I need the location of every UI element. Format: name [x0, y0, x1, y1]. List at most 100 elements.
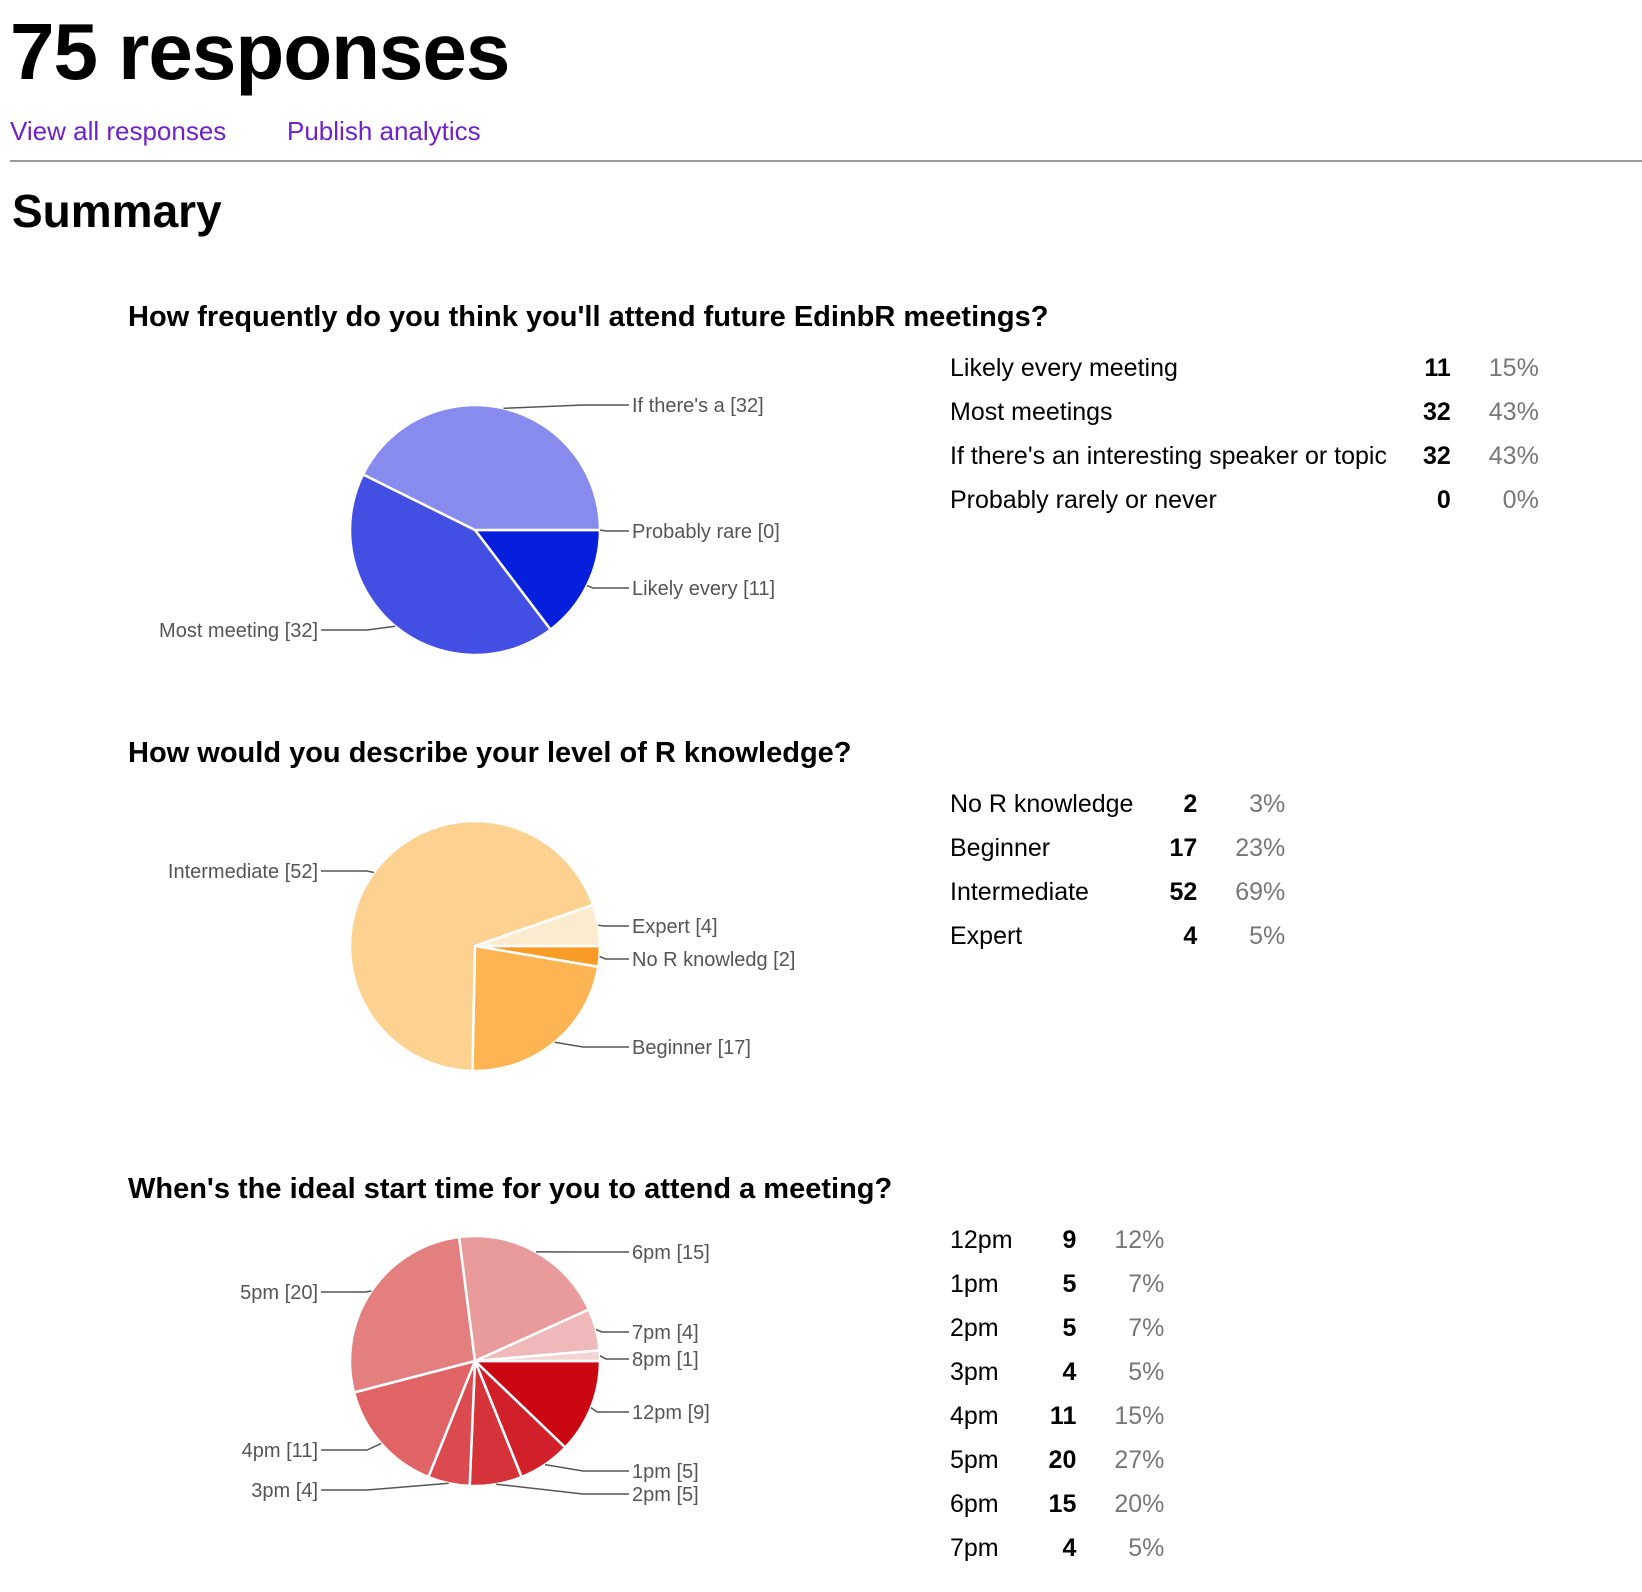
result-percent: 5%: [1114, 1350, 1164, 1394]
result-percent: 5%: [1235, 914, 1285, 958]
slice-label-intermediate: Intermediate [52]: [168, 861, 318, 883]
leader-line-4pm: [321, 1444, 381, 1450]
result-count: 4: [1169, 914, 1235, 958]
attendance-pie-chart: Likely every [11] Most meeting [32] If the…: [128, 350, 848, 660]
leader-line-beginner: [555, 1042, 629, 1047]
leader-line-no-r-knowledge: [600, 957, 629, 960]
slice-label-4pm: 4pm [11]: [242, 1440, 318, 1462]
slice-label-5pm: 5pm [20]: [240, 1282, 318, 1304]
leader-line-8pm: [600, 1356, 629, 1359]
publish-analytics-link[interactable]: Publish analytics: [287, 116, 481, 146]
leader-line-if-there-s-an-interesting-speaker-or-topic: [504, 405, 630, 408]
result-percent: 5%: [1114, 1526, 1164, 1570]
result-label: If there's an interesting speaker or top…: [950, 434, 1423, 478]
result-percent: 43%: [1489, 390, 1539, 434]
result-count: 4: [1049, 1526, 1115, 1570]
result-count: 20: [1049, 1438, 1115, 1482]
result-count: 15: [1049, 1482, 1115, 1526]
slice-label-expert: Expert [4]: [632, 916, 718, 938]
result-count: 11: [1049, 1394, 1115, 1438]
summary-heading: Summary: [12, 184, 222, 238]
leader-line-probably-rarely-or-never: [600, 530, 629, 531]
result-label: 5pm: [950, 1438, 1049, 1482]
leader-line-12pm: [591, 1408, 629, 1412]
result-percent: 12%: [1114, 1218, 1164, 1262]
start-time-pie-chart: 12pm [9] 1pm [5]2pm [5] 3pm [4] 4pm [11] 5pm…: [128, 1222, 848, 1532]
result-label: 2pm: [950, 1306, 1049, 1350]
leader-line-7pm: [596, 1330, 629, 1333]
result-label: 4pm: [950, 1394, 1049, 1438]
result-percent: 15%: [1114, 1394, 1164, 1438]
question-start-time: When's the ideal start time for you to a…: [0, 1172, 1642, 1592]
slice-label-2pm: 2pm [5]: [632, 1484, 699, 1506]
result-label: 1pm: [950, 1262, 1049, 1306]
result-count: 17: [1169, 826, 1235, 870]
result-label: Intermediate: [950, 870, 1169, 914]
result-label: No R knowledge: [950, 782, 1169, 826]
slice-label-beginner: Beginner [17]: [632, 1037, 751, 1059]
result-percent: 69%: [1235, 870, 1285, 914]
leader-line-likely-every-meeting: [587, 586, 629, 588]
result-percent: 15%: [1489, 346, 1539, 390]
result-label: 7pm: [950, 1526, 1049, 1570]
slice-label-most-meetings: Most meeting [32]: [159, 620, 318, 642]
result-count: 52: [1169, 870, 1235, 914]
question-title: When's the ideal start time for you to a…: [128, 1172, 892, 1206]
pie-slice-beginner[interactable]: [472, 946, 598, 1071]
result-label: Likely every meeting: [950, 346, 1423, 390]
header-divider: [10, 160, 1642, 162]
result-percent: 27%: [1114, 1438, 1164, 1482]
result-count: 32: [1423, 434, 1489, 478]
result-percent: 7%: [1114, 1262, 1164, 1306]
result-percent: 0%: [1489, 478, 1539, 522]
result-label: 6pm: [950, 1482, 1049, 1526]
result-count: 9: [1049, 1218, 1115, 1262]
slice-label-7pm: 7pm [4]: [632, 1322, 699, 1344]
page-title: 75 responses: [10, 6, 509, 98]
slice-label-no-r-knowledge: No R knowledg [2]: [632, 949, 795, 971]
leader-line-most-meetings: [321, 626, 395, 630]
leader-line-expert: [598, 925, 629, 926]
slice-label-12pm: 12pm [9]: [632, 1402, 710, 1424]
result-count: 5: [1049, 1262, 1115, 1306]
result-percent: 20%: [1114, 1482, 1164, 1526]
question-attendance: How frequently do you think you'll atten…: [0, 300, 1642, 720]
slice-label-6pm: 6pm [15]: [632, 1242, 710, 1264]
slice-label-1pm: 1pm [5]: [632, 1461, 699, 1483]
slice-label-if-there-s-an-interesting-speaker-or-topic: If there's a [32]: [632, 395, 764, 417]
question-title: How would you describe your level of R k…: [128, 736, 852, 770]
leader-line-3pm: [321, 1483, 449, 1490]
result-label: Most meetings: [950, 390, 1423, 434]
question-r-knowledge: How would you describe your level of R k…: [0, 736, 1642, 1156]
result-count: 2: [1169, 782, 1235, 826]
leader-line-1pm: [545, 1465, 629, 1471]
leader-line-2pm: [496, 1484, 629, 1494]
result-count: 4: [1049, 1350, 1115, 1394]
result-percent: 23%: [1235, 826, 1285, 870]
result-count: 11: [1423, 346, 1489, 390]
question-title: How frequently do you think you'll atten…: [128, 300, 1048, 334]
view-all-responses-link[interactable]: View all responses: [10, 116, 226, 146]
leader-line-5pm: [321, 1291, 371, 1292]
result-count: 32: [1423, 390, 1489, 434]
r-knowledge-pie-chart: No R knowledg [2] Beginner [17] Intermedia…: [128, 786, 848, 1096]
slice-label-3pm: 3pm [4]: [251, 1480, 318, 1502]
slice-label-likely-every-meeting: Likely every [11]: [632, 578, 775, 600]
result-label: Expert: [950, 914, 1169, 958]
